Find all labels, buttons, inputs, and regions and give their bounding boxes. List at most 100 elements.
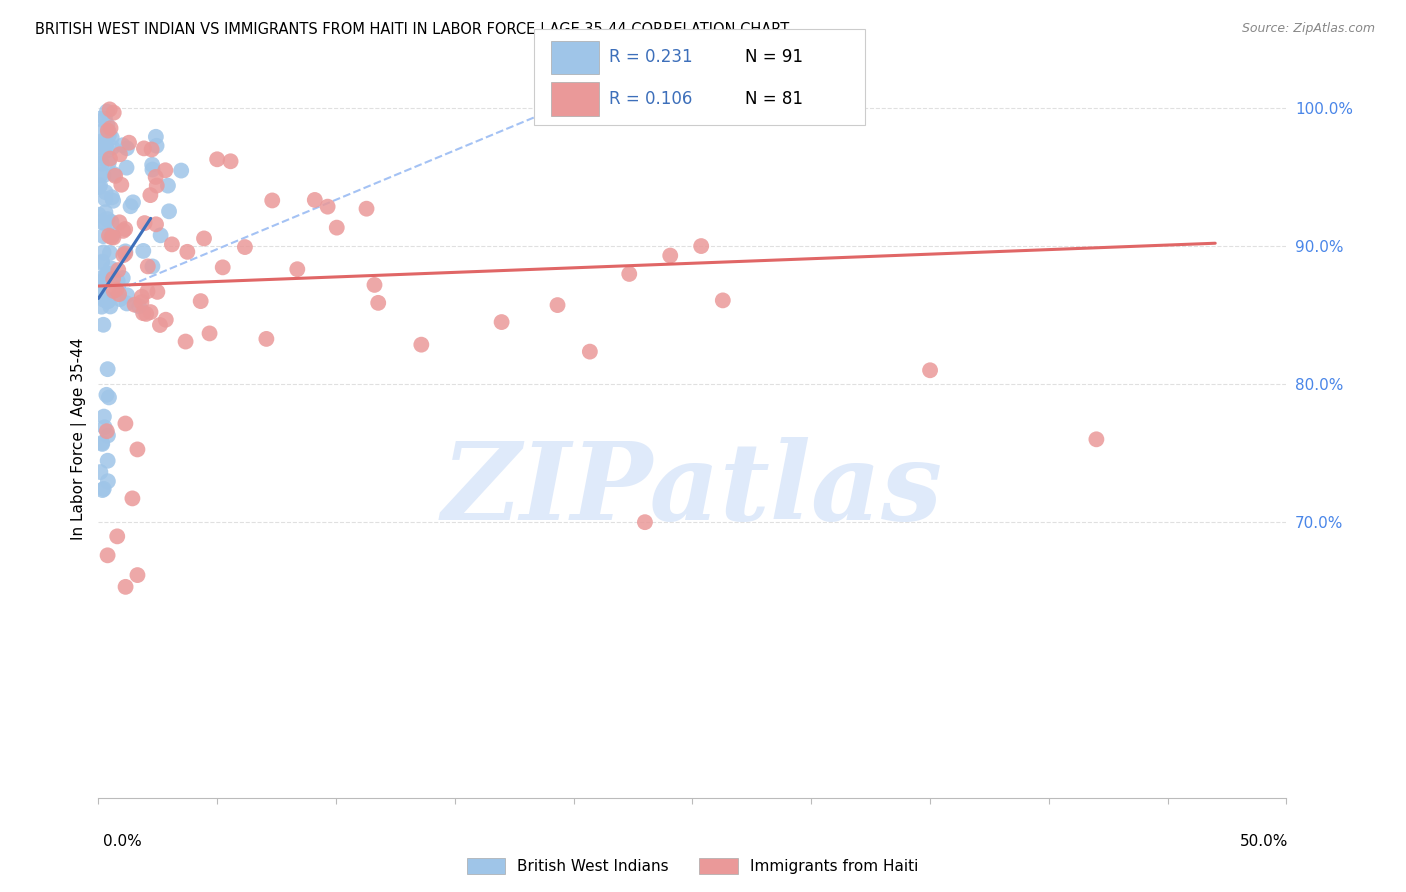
Point (93, 245, 115, 260)
Point (96, 294, 118, 309)
Point (219, 154, 242, 169)
Point (89, 148, 111, 162)
Point (145, 178, 167, 193)
Point (176, 244, 198, 259)
Point (128, 299, 150, 313)
Point (89, 275, 111, 289)
Point (97, 475, 120, 489)
Point (93, 168, 115, 182)
Point (160, 237, 183, 252)
Point (100, 215, 122, 229)
Point (94, 205, 117, 219)
Point (136, 260, 159, 274)
Point (97, 362, 120, 376)
Point (491, 315, 513, 329)
Text: BRITISH WEST INDIAN VS IMMIGRANTS FROM HAITI IN LABOR FORCE | AGE 35-44 CORRELAT: BRITISH WEST INDIAN VS IMMIGRANTS FROM H… (35, 22, 789, 38)
Point (233, 240, 256, 254)
Point (101, 190, 124, 204)
Point (103, 105, 125, 120)
Point (108, 292, 131, 306)
Point (97, 391, 120, 405)
Point (87, 208, 110, 222)
Point (107, 263, 129, 277)
Point (139, 188, 162, 202)
Point (108, 287, 131, 301)
Point (96, 388, 118, 402)
Point (145, 138, 167, 153)
Point (114, 222, 136, 236)
Point (100, 261, 122, 276)
Point (91, 254, 114, 268)
Point (363, 277, 385, 292)
Point (547, 298, 569, 312)
Point (97, 293, 120, 308)
Point (91, 483, 114, 497)
Point (690, 239, 713, 253)
Point (112, 224, 135, 238)
Point (98, 300, 121, 314)
Point (122, 195, 145, 210)
Text: R = 0.231: R = 0.231 (609, 48, 692, 67)
Point (96, 104, 118, 119)
Point (91, 134, 114, 148)
Point (93, 137, 115, 152)
Point (155, 312, 177, 326)
Point (97, 123, 120, 137)
Point (114, 580, 136, 594)
Point (97, 124, 120, 138)
Text: Source: ZipAtlas.com: Source: ZipAtlas.com (1241, 22, 1375, 36)
Point (103, 284, 125, 298)
Point (94, 186, 117, 200)
Point (193, 231, 215, 245)
Point (619, 267, 641, 281)
Point (97, 128, 120, 143)
Point (121, 491, 143, 506)
Point (103, 167, 125, 181)
Point (96, 118, 118, 132)
Point (97, 156, 120, 170)
Point (101, 228, 124, 243)
Point (94, 192, 117, 206)
Point (97, 267, 120, 281)
Point (97, 549, 120, 563)
Point (141, 260, 163, 274)
Point (115, 296, 138, 310)
Point (127, 442, 149, 457)
Point (100, 230, 122, 244)
Point (107, 274, 129, 288)
Point (132, 244, 155, 258)
Point (98, 152, 121, 166)
Point (155, 163, 177, 178)
Point (141, 158, 163, 172)
Point (90, 125, 112, 139)
Text: R = 0.106: R = 0.106 (609, 89, 692, 108)
Point (105, 283, 128, 297)
Point (91, 229, 114, 244)
Point (97, 428, 120, 442)
Point (89, 154, 111, 169)
Point (149, 318, 172, 332)
Point (326, 220, 349, 235)
Point (98, 103, 121, 117)
Point (91, 435, 114, 450)
Point (157, 204, 180, 219)
Point (97, 212, 120, 227)
Point (108, 215, 131, 229)
Point (87, 112, 110, 126)
Point (127, 568, 149, 582)
Point (579, 344, 602, 359)
Point (132, 141, 155, 155)
Point (98, 267, 121, 281)
Point (118, 136, 141, 150)
Point (101, 194, 124, 208)
Point (87, 271, 110, 285)
Point (91, 287, 114, 301)
Point (141, 162, 163, 177)
Point (134, 216, 156, 230)
Point (111, 271, 134, 285)
Point (145, 129, 167, 144)
Point (659, 249, 682, 263)
Point (367, 296, 389, 310)
Point (91, 290, 114, 304)
Point (87, 180, 110, 194)
